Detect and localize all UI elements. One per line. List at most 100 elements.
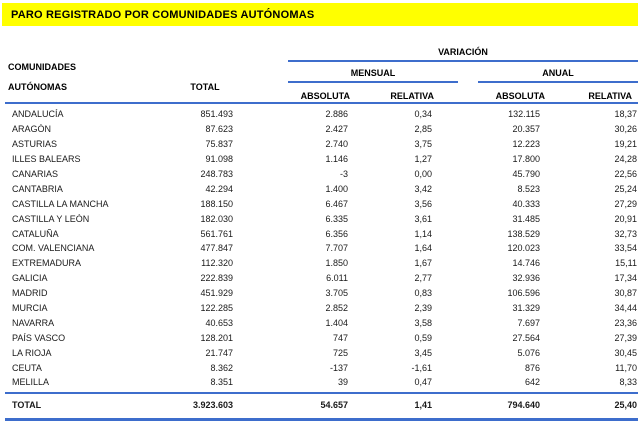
cell-anual-relativa: 23,36 [614,317,637,328]
cell-total: 561.761 [200,228,233,239]
cell-anual-absoluta: 12.223 [512,139,540,150]
cell-mensual-relativa: 3,75 [414,139,432,150]
table-body: ANDALUCÍA 851.493 2.886 0,34 132.115 18,37 ARA… [5,107,637,390]
cell-total: 182.030 [200,213,233,224]
cell-mensual-absoluta: 3.705 [325,288,348,299]
cell-anual-absoluta: 7.697 [517,317,540,328]
table-row: EXTREMADURA 112.320 1.850 1,67 14.746 15,11 [5,256,637,271]
mensual-relativa-header: RELATIVA [390,91,434,101]
cell-anual-relativa: 17,34 [614,273,637,284]
anual-absoluta-header: ABSOLUTA [495,91,545,101]
cell-mensual-absoluta: 1.400 [325,183,348,194]
table-row: ARAGÓN 87.623 2.427 2,85 20.357 30,26 [5,122,637,137]
cell-total: 75.837 [205,139,233,150]
cell-mensual-absoluta: 725 [332,347,348,358]
cell-total: 851.493 [200,109,233,120]
cell-mensual-absoluta: -3 [339,169,348,179]
cell-anual-relativa: 30,45 [614,347,637,358]
cell-total: 477.847 [200,243,233,254]
table-row: GALICIA 222.839 6.011 2,77 32.936 17,34 [5,271,637,286]
cell-anual-absoluta: 5.076 [517,347,540,358]
total-column-header: TOTAL [190,82,220,92]
cell-name: CANTABRIA [12,183,63,194]
cell-anual-relativa: 20,91 [614,213,637,224]
cell-mensual-absoluta: 1.404 [325,317,348,328]
cell-mensual-absoluta: 6.011 [326,273,348,284]
mensual-group-header: MENSUAL [350,68,396,78]
cell-anual-absoluta: 642 [524,377,540,388]
row-header-line1: COMUNIDADES [8,62,77,72]
cell-mensual-absoluta: -137 [329,362,348,373]
cell-anual-absoluta: 8.523 [517,183,540,194]
cell-anual-relativa: 34,44 [614,303,637,314]
cell-name: EXTREMADURA [12,258,82,269]
cell-anual-relativa: 18,37 [614,109,637,120]
cell-mensual-relativa: 0,34 [414,109,432,120]
cell-name: CASTILLA Y LEÓN [12,213,90,224]
cell-name: MURCIA [12,303,48,314]
cell-anual-relativa: 27,29 [614,198,637,209]
cell-total: 128.201 [200,332,233,343]
table-row: CANARIAS 248.783 -3 0,00 45.790 22,56 [5,167,637,182]
cell-name: MELILLA [12,377,50,388]
cell-name: MADRID [12,288,48,299]
total-row-anual-absoluta: 794.640 [507,400,540,410]
cell-mensual-relativa: 1,14 [414,228,432,239]
total-row: TOTAL 3.923.603 54.657 1,41 794.640 25,4… [5,395,637,415]
cell-mensual-relativa: -1,61 [411,362,432,373]
cell-anual-relativa: 33,54 [614,243,637,254]
table-row: ILLES BALEARS 91.098 1.146 1,27 17.800 24,28 [5,152,637,167]
anual-relativa-header: RELATIVA [588,91,632,101]
cell-total: 91.098 [205,154,233,165]
cell-name: CEUTA [12,362,42,373]
cell-mensual-absoluta: 2.886 [325,109,348,120]
cell-mensual-relativa: 3,45 [414,347,432,358]
cell-mensual-absoluta: 2.740 [325,139,348,150]
header-underline [5,102,638,104]
table-row: CASTILLA Y LEÓN 182.030 6.335 3,61 31.485 20,… [5,211,637,226]
cell-name: LA RIOJA [12,347,52,358]
total-row-mensual-absoluta: 54.657 [320,400,348,410]
row-header-line2: AUTÓNOMAS [8,82,67,92]
cell-mensual-absoluta: 6.356 [325,228,348,239]
cell-mensual-absoluta: 2.427 [325,124,348,135]
cell-total: 8.351 [210,377,233,388]
cell-total: 248.783 [200,169,233,179]
cell-mensual-relativa: 0,47 [414,377,432,388]
cell-mensual-relativa: 0,83 [414,288,432,299]
cell-anual-relativa: 19,21 [614,139,637,150]
report-title-bar: PARO REGISTRADO POR COMUNIDADES AUTÓNOMA… [2,3,638,26]
table-row: COM. VALENCIANA 477.847 7.707 1,64 120.023 33… [5,241,637,256]
cell-mensual-relativa: 2,77 [414,273,432,284]
cell-anual-relativa: 22,56 [614,169,637,179]
cell-mensual-relativa: 1,27 [414,154,432,165]
table-row: PAÍS VASCO 128.201 747 0,59 27.564 27,39 [5,330,637,345]
cell-anual-absoluta: 14.746 [512,258,540,269]
anual-group-header: ANUAL [542,68,574,78]
anual-underline [478,81,638,83]
cell-name: NAVARRA [12,317,55,328]
cell-mensual-relativa: 3,42 [414,183,432,194]
table-row: NAVARRA 40.653 1.404 3,58 7.697 23,36 [5,315,637,330]
cell-anual-relativa: 32,73 [614,228,637,239]
cell-anual-absoluta: 20.357 [512,124,540,135]
total-row-total: 3.923.603 [192,400,233,410]
cell-mensual-relativa: 2,39 [414,303,432,314]
cell-anual-absoluta: 31.485 [512,213,540,224]
cell-anual-relativa: 30,87 [614,288,637,299]
cell-total: 8.362 [210,362,233,373]
variation-group-header: VARIACIÓN [438,47,488,57]
cell-anual-relativa: 30,26 [614,124,637,135]
table-bottom-rule [5,418,638,421]
cell-total: 40.653 [205,317,233,328]
cell-anual-absoluta: 27.564 [512,332,540,343]
table-row: ANDALUCÍA 851.493 2.886 0,34 132.115 18,37 [5,107,637,122]
cell-mensual-absoluta: 747 [332,332,348,343]
cell-name: CATALUÑA [12,228,59,239]
mensual-absoluta-header: ABSOLUTA [300,91,350,101]
table-row: CATALUÑA 561.761 6.356 1,14 138.529 32,73 [5,226,637,241]
cell-anual-relativa: 27,39 [614,332,637,343]
cell-anual-absoluta: 876 [524,362,540,373]
cell-anual-absoluta: 45.790 [512,169,540,179]
